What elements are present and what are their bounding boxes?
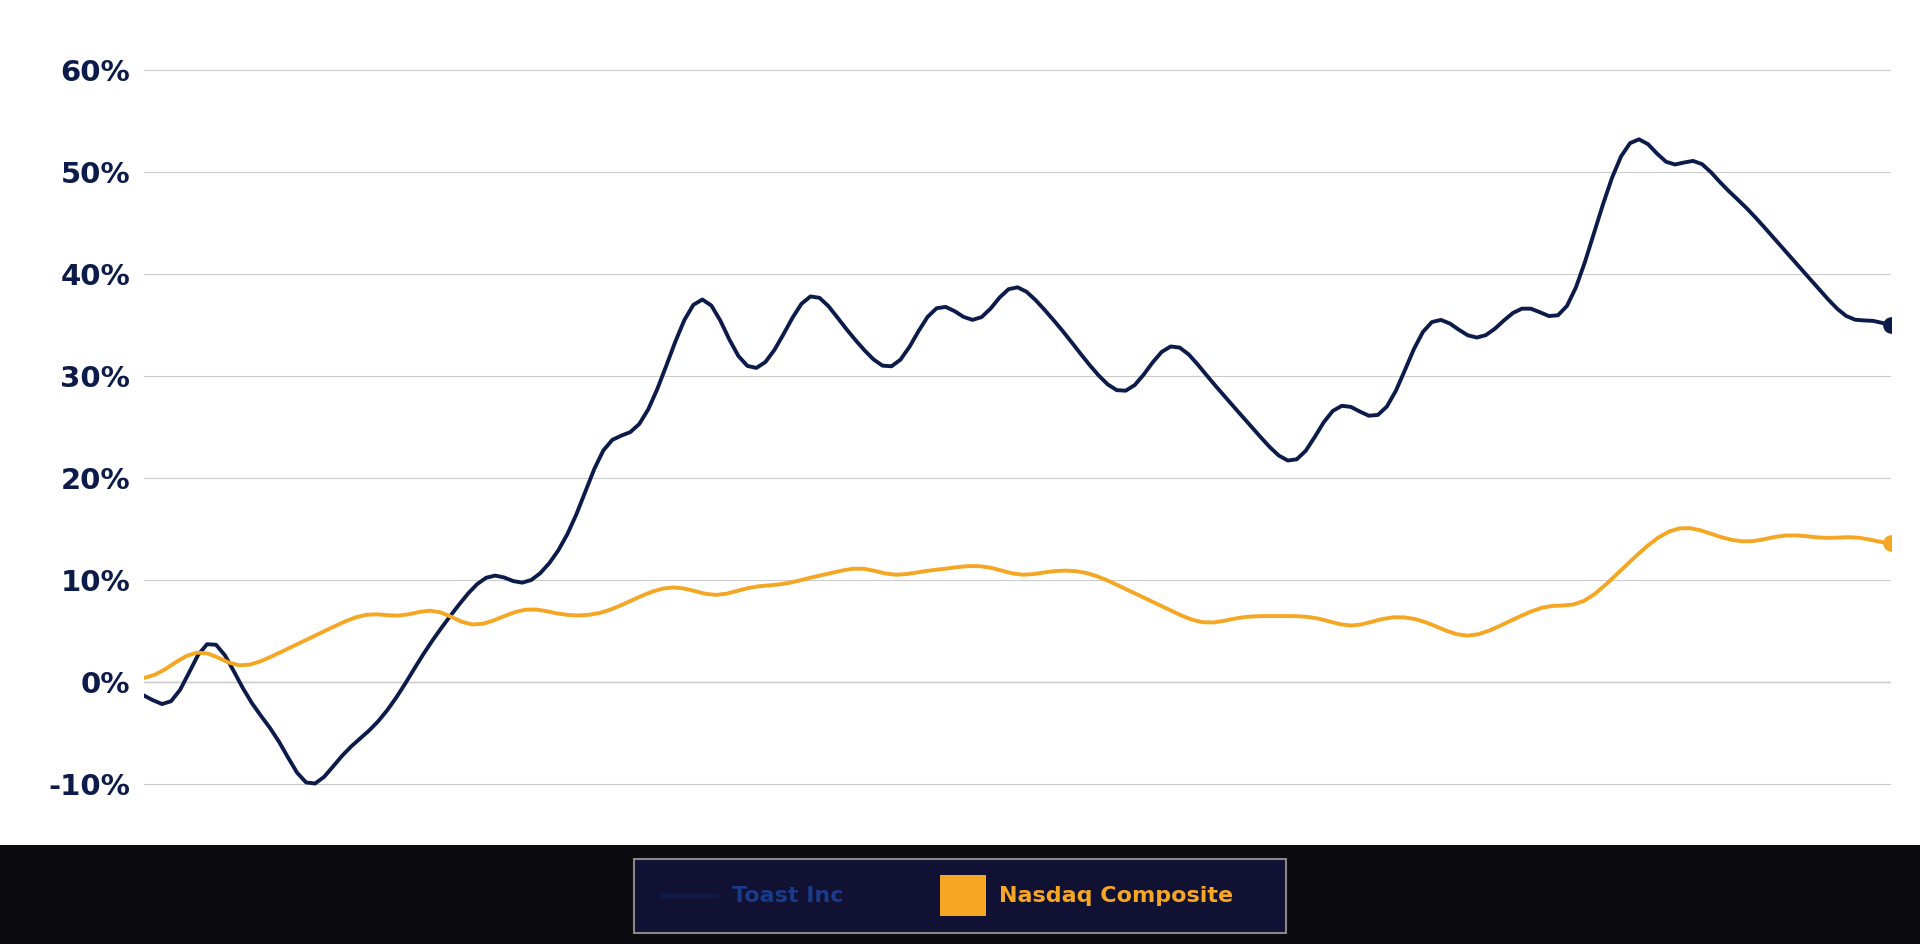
Text: Toast Inc: Toast Inc (732, 885, 843, 906)
Point (1876, 535, 1907, 550)
Text: Nasdaq Composite: Nasdaq Composite (998, 885, 1233, 906)
Point (1876, 317, 1907, 332)
Bar (941, 875, 987, 917)
